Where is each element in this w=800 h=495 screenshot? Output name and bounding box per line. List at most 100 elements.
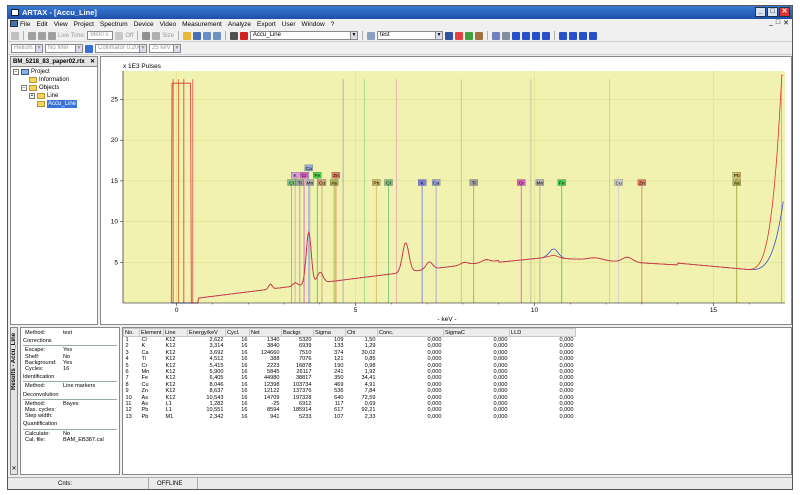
marker-box[interactable] (614, 179, 623, 186)
off-label[interactable]: Off (125, 32, 134, 39)
collapse-icon[interactable]: − (13, 69, 19, 75)
atmosphere-select[interactable]: Helium ▼ (11, 44, 43, 53)
bar-chart-icon[interactable] (464, 31, 473, 40)
tree-node-project[interactable]: − Project (13, 69, 50, 75)
rewind-icon[interactable] (521, 31, 530, 40)
start-icon[interactable] (28, 31, 36, 40)
live-time-input[interactable]: 9600 s (87, 31, 114, 40)
table-row[interactable]: 5 Cr K12 5,415 16 2223 16878 190 0,98 0,000 0,000 0… (124, 363, 576, 369)
marker-box[interactable] (304, 164, 313, 172)
spectrum-chart-panel[interactable]: Ca K Cr Fe Zn Cl Ti Mn Cu As Pb Cl K Ca Ti Cr Mn Fe Cu Zn Pb… (100, 56, 792, 325)
menu-file[interactable]: File (20, 20, 31, 28)
table-row[interactable]: 12 Pb L1 10,551 16 8594 185914 617 92,21 0,000 0,0… (124, 407, 576, 413)
compare-icon[interactable] (491, 31, 500, 40)
marker-box[interactable] (637, 179, 647, 186)
column-header[interactable]: Backgr. (281, 328, 314, 337)
column-header[interactable]: LLD (509, 328, 576, 337)
menu-device[interactable]: Device (133, 20, 154, 28)
timer-icon[interactable] (115, 31, 124, 40)
method-select[interactable]: test ▼ (376, 31, 443, 40)
marker-box[interactable] (517, 179, 526, 186)
marker-box[interactable] (535, 179, 545, 186)
collapse-icon[interactable]: − (21, 85, 27, 91)
table-row[interactable]: 7 Fe K12 6,405 16 44980 38817 350 34,41 0,000 0,00… (124, 375, 576, 381)
marker-box[interactable] (469, 179, 478, 186)
marker-box[interactable] (418, 179, 427, 186)
zoom-icon[interactable] (501, 31, 510, 40)
table-row[interactable]: 4 Ti K12 4,512 16 388 7076 121 0,85 0,000 0,000 0,0… (124, 356, 576, 362)
marker-box[interactable] (732, 179, 741, 186)
print-icon[interactable] (212, 31, 221, 40)
minimize-button[interactable]: _ (755, 7, 766, 17)
lightning-icon[interactable] (11, 31, 19, 40)
tree-node-information[interactable]: Information (11, 76, 97, 84)
open-folder-icon[interactable] (182, 31, 191, 40)
camera-icon[interactable] (142, 31, 151, 40)
chevron-down-icon[interactable]: ▼ (349, 32, 357, 39)
shrink-icon[interactable] (558, 31, 567, 40)
voltage-select[interactable]: 25 keV ▼ (149, 44, 181, 53)
table-row[interactable]: 8 Cu K12 8,046 16 12398 103734 469 4,91 0,000 0,00… (124, 382, 576, 388)
chevron-down-icon[interactable]: ▼ (35, 45, 42, 52)
column-header[interactable]: Energy/keV (187, 328, 226, 337)
grid-icon[interactable] (152, 31, 161, 40)
marker-box[interactable] (329, 179, 339, 186)
table-row[interactable]: 1 Cl K12 2,622 16 1340 5320 109 1,50 0,000 0,000 0,… (124, 337, 576, 344)
cut-icon[interactable] (229, 31, 238, 40)
pause-icon[interactable] (38, 31, 46, 40)
peak-icon[interactable] (454, 31, 463, 40)
chevron-down-icon[interactable]: ▼ (434, 32, 442, 39)
forward-icon[interactable] (531, 31, 540, 40)
collimator-select[interactable]: Collimator 0,200 ▼ (95, 44, 147, 53)
table-row[interactable]: 10 As K12 10,543 16 14709 197328 640 72,59 0,000 0… (124, 395, 576, 401)
tree-node-objects[interactable]: − Objects (21, 85, 60, 91)
results-side-tab[interactable]: Results - Accu_Line ✕ (10, 327, 18, 475)
mdi-close-button[interactable]: ✕ (783, 20, 789, 27)
document-icon[interactable] (10, 20, 18, 27)
first-icon[interactable] (511, 31, 520, 40)
menu-window[interactable]: Window (301, 20, 325, 28)
maximize-button[interactable]: □ (767, 7, 778, 17)
column-header[interactable]: Chi (345, 328, 378, 337)
marker-box[interactable] (313, 172, 322, 179)
down-icon[interactable] (588, 31, 597, 40)
column-header[interactable]: No. (123, 328, 140, 337)
table-row[interactable]: 11 As L1 1,282 16 -25 6912 117 0,69 0,000 0,000 0,0… (124, 401, 576, 407)
stop-icon[interactable] (48, 31, 56, 40)
menu-analyze[interactable]: Analyze (227, 20, 251, 28)
filter-select[interactable]: No filter ▼ (45, 44, 83, 53)
column-header[interactable]: Conc. (377, 328, 444, 337)
chevron-down-icon[interactable]: ▼ (173, 45, 180, 52)
column-header[interactable]: Sigma (313, 328, 346, 337)
table-row[interactable]: 6 Mn K12 5,900 16 5845 26117 241 1,92 0,000 0,000 0… (124, 369, 576, 375)
expand-icon[interactable]: + (29, 93, 35, 99)
marker-box[interactable] (384, 179, 393, 186)
marker-box[interactable] (431, 179, 441, 186)
marker-box[interactable] (299, 172, 309, 179)
spectrum-select[interactable]: Accu_Line ▼ (249, 31, 358, 40)
table-row[interactable]: 2 K K12 3,314 16 3840 6939 133 1,29 0,000 0,000 0,0… (124, 343, 576, 349)
project-tab[interactable]: BM_5218_83_paper02.rtx ✕ (11, 57, 97, 67)
size-label[interactable]: Size (162, 32, 174, 39)
column-header[interactable]: Cycl. (225, 328, 250, 337)
plot-area[interactable] (123, 71, 785, 303)
column-header[interactable]: SigmaC (443, 328, 510, 337)
menu-export[interactable]: Export (257, 20, 276, 28)
marker-box[interactable] (372, 179, 381, 186)
close-icon[interactable]: ✕ (11, 466, 17, 472)
table-row[interactable]: 3 Ca K12 3,692 16 124660 7510 374 30,02 0,000 0,00… (124, 350, 576, 356)
menu-video[interactable]: Video (159, 20, 177, 28)
sort-icon[interactable] (444, 31, 453, 40)
save-icon[interactable] (192, 31, 201, 40)
close-icon[interactable]: ✕ (89, 59, 95, 65)
marker-box[interactable] (295, 179, 304, 186)
menu-project[interactable]: Project (73, 20, 94, 28)
expand-icon[interactable] (568, 31, 577, 40)
menu-edit[interactable]: Edit (36, 20, 48, 28)
tree-node-line[interactable]: + Line (29, 93, 59, 99)
menu-measurement[interactable]: Measurement (182, 20, 222, 28)
column-header[interactable]: Line (163, 328, 188, 337)
method-icon[interactable] (366, 31, 375, 40)
marker-box[interactable] (732, 172, 741, 179)
